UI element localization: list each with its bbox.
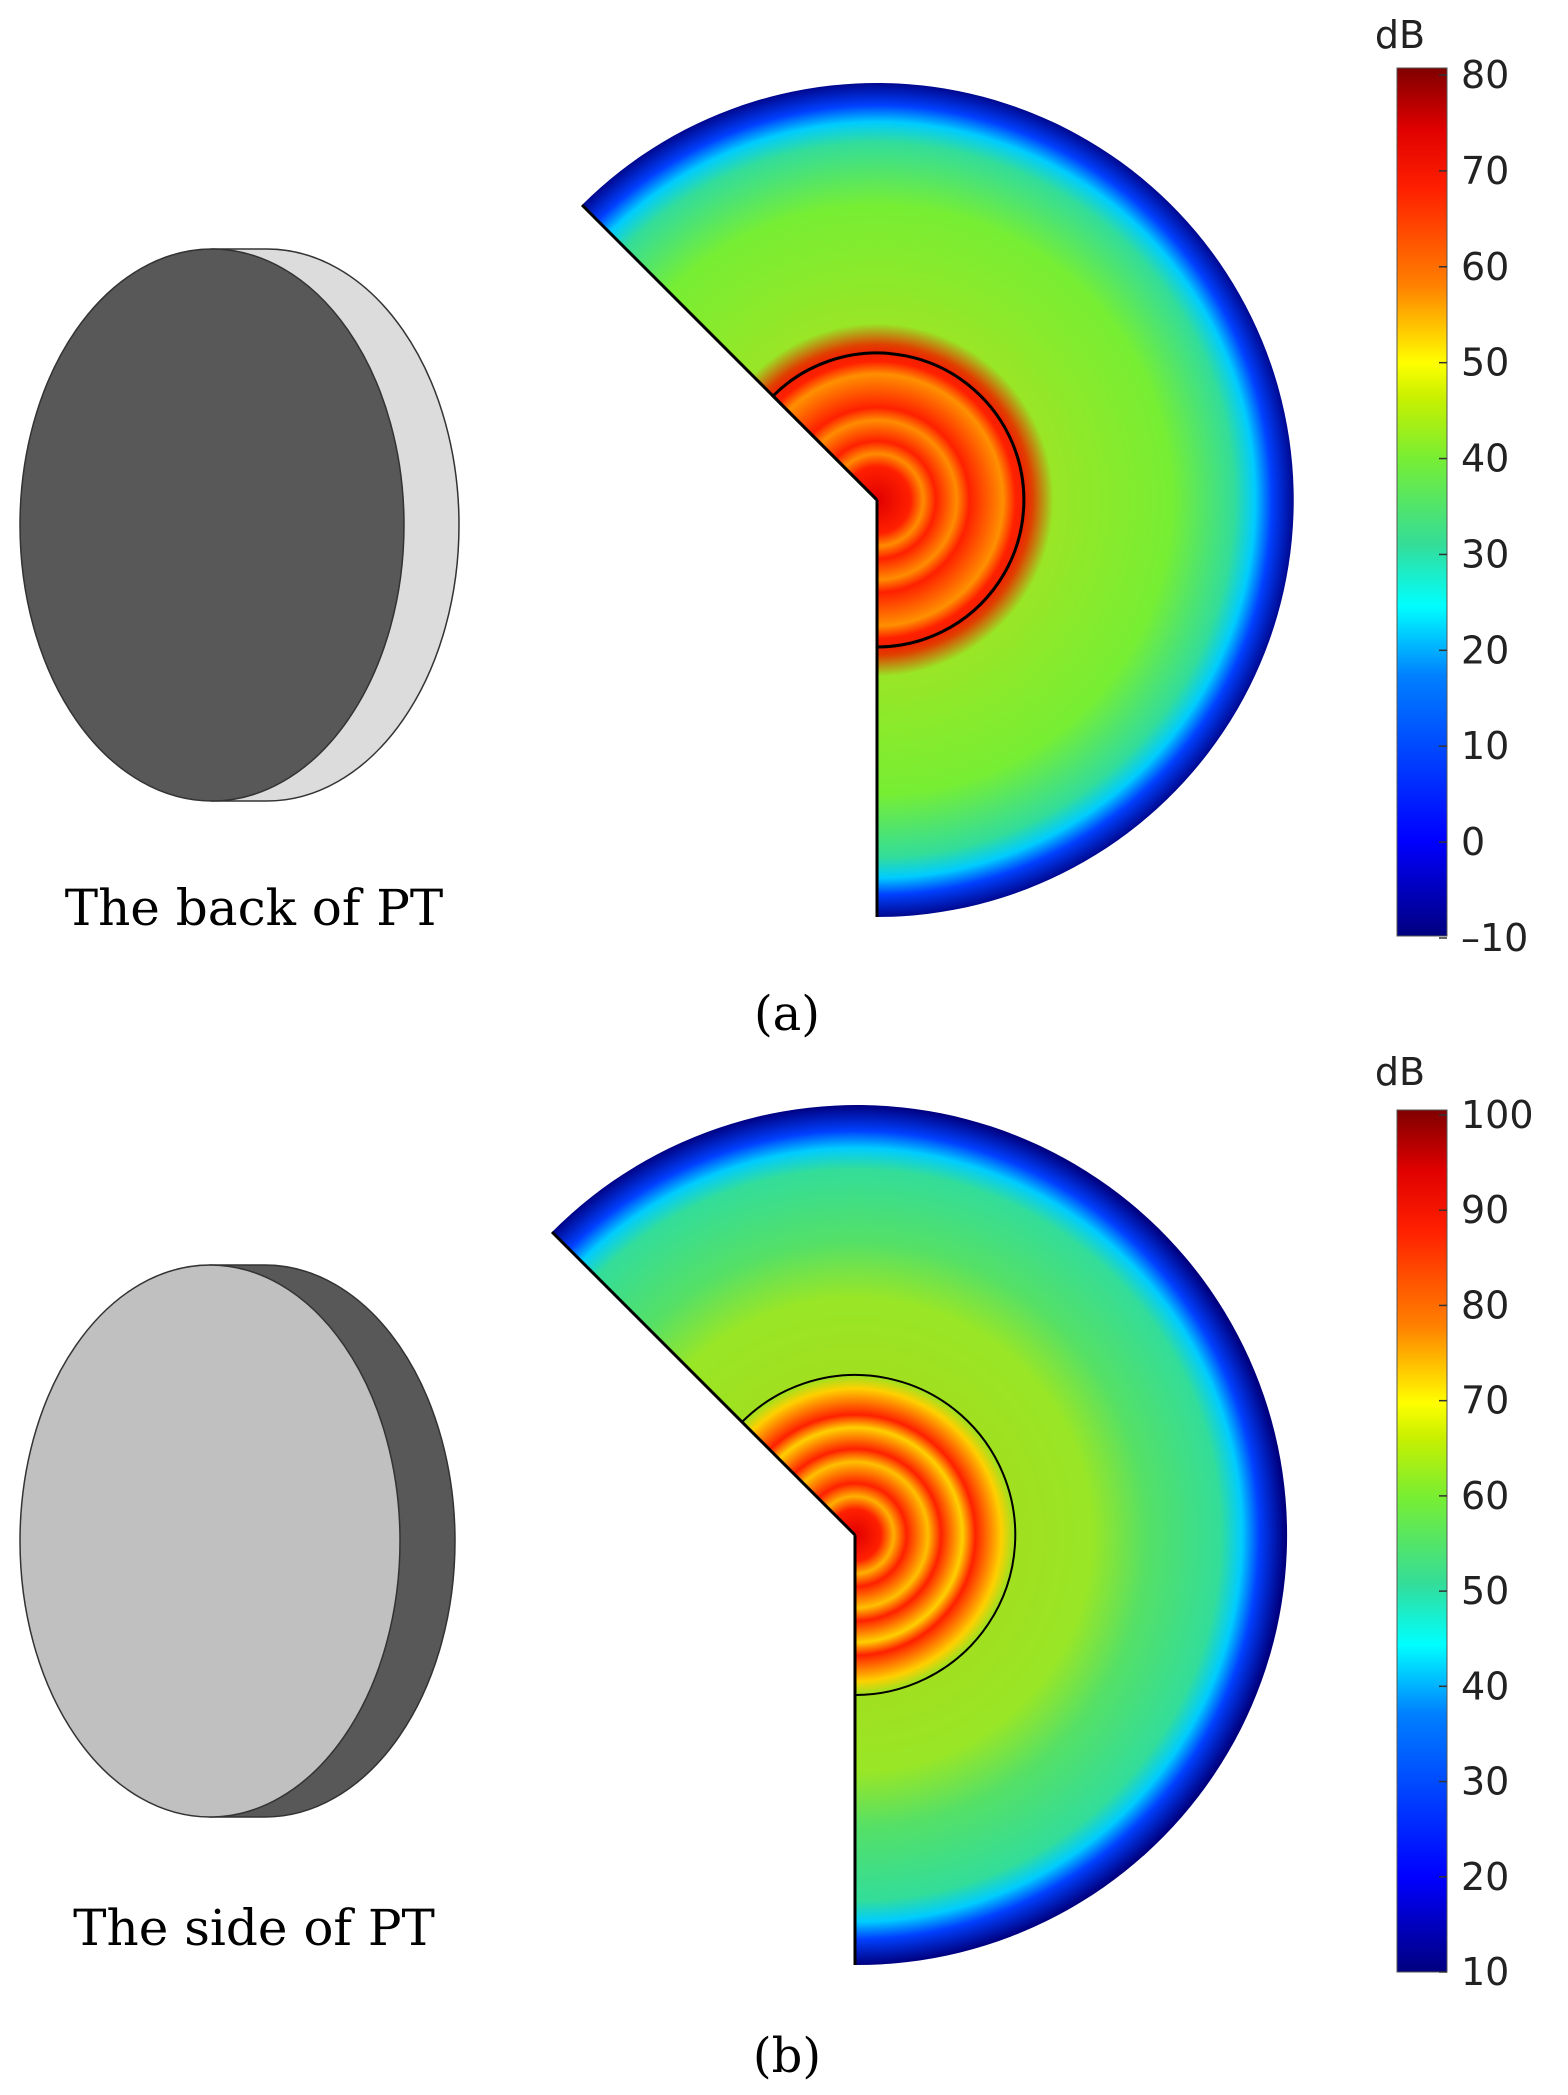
transducer-back-face (19, 248, 405, 802)
colorbar-tick-label: 50 (1461, 341, 1509, 385)
colorbar-b: dB 100 90 80 70 60 50 40 30 20 10 (1375, 1050, 1534, 1994)
colorbar-tick-label: 50 (1461, 1569, 1509, 1613)
transducer-front-face (19, 1264, 401, 1818)
colorbar-unit-a: dB (1375, 13, 1425, 57)
colorbar-tick-label: 20 (1461, 1855, 1509, 1899)
colorbar-gradient-a (1396, 67, 1448, 937)
colorbar-tick-label: 60 (1461, 245, 1509, 289)
inner-disk-boundary-b (740, 1374, 1017, 1696)
panel-b: The side of PT dB 100908070605040302010 … (19, 1050, 1534, 2084)
colorbar-tick-label: 10 (1461, 1950, 1509, 1994)
colorbar-ticks-b: 100 90 80 70 60 50 40 30 20 10 (1439, 1093, 1534, 1994)
sound-field-b (550, 1105, 1288, 1966)
colorbar-a: dB 80 70 60 50 40 30 20 10 0 –10 (1375, 13, 1528, 960)
sector-edge-a (580, 203, 879, 502)
colorbar-tick-label: 10 (1461, 724, 1509, 768)
colorbar-tick-label: 80 (1461, 1283, 1509, 1327)
colorbar-tick-label: 0 (1461, 820, 1485, 864)
colorbar-tick-label: 30 (1461, 1760, 1509, 1804)
colorbar-tick-label: 40 (1461, 437, 1509, 481)
colorbar-tick-label: 70 (1461, 1379, 1509, 1423)
sector-edge-b (550, 1230, 857, 1537)
device-caption-a: The back of PT (65, 879, 444, 937)
colorbar-tick-label: –10 (1461, 916, 1528, 960)
field-sector-b (552, 1105, 1288, 1966)
colorbar-tick-label: 20 (1461, 628, 1509, 672)
panel-a: The back of PT dB 80 70 60 50 40 30 20 10 0 –10 (… (19, 13, 1528, 1042)
colorbar-ticks-a: 80 70 60 50 40 30 20 10 0 –10 (1439, 53, 1528, 960)
colorbar-tick-label: 80 (1461, 53, 1509, 97)
panel-label-a: (a) (754, 986, 820, 1042)
sound-field-a (580, 83, 1294, 918)
device-caption-b: The side of PT (73, 1899, 435, 1957)
colorbar-tick-label: 30 (1461, 532, 1509, 576)
colorbar-gradient-b (1396, 1109, 1448, 1973)
panel-label-b: (b) (753, 2028, 821, 2084)
colorbar-unit-b: dB (1375, 1050, 1425, 1094)
transducer-illustration-back (19, 248, 460, 802)
colorbar-tick-label: 60 (1461, 1474, 1509, 1518)
colorbar-tick-label: 70 (1461, 149, 1509, 193)
colorbar-tick-label: 100 (1461, 1093, 1534, 1137)
field-sector-a (582, 83, 1294, 918)
inner-disk-boundary-a (770, 351, 1026, 649)
colorbar-tick-label: 90 (1461, 1188, 1509, 1232)
colorbar-tick-label: 40 (1461, 1664, 1509, 1708)
transducer-illustration-side (19, 1264, 456, 1818)
